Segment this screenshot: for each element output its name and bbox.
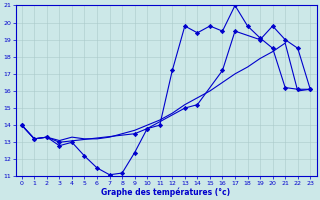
X-axis label: Graphe des températures (°c): Graphe des températures (°c): [101, 187, 231, 197]
